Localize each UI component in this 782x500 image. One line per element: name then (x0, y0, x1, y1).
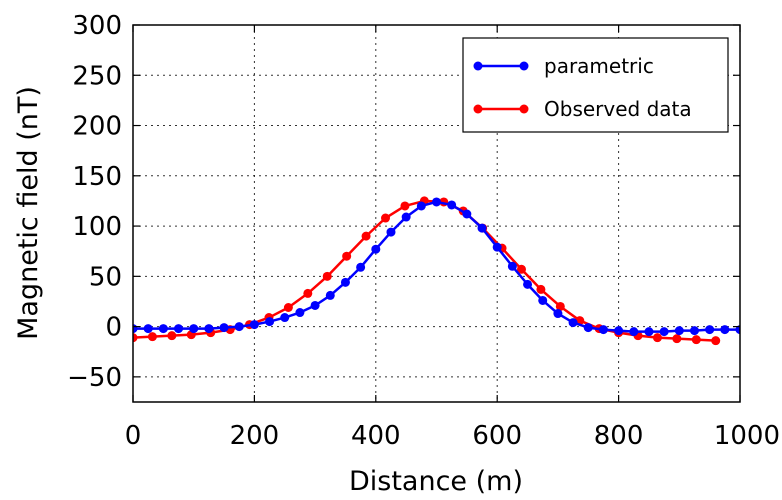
data-point-parametric (583, 323, 593, 333)
data-point-parametric (265, 317, 275, 327)
data-point-parametric (432, 197, 441, 207)
data-point-parametric (523, 279, 533, 289)
data-point-parametric (325, 290, 335, 300)
data-point-parametric (280, 313, 290, 323)
legend-marker-parametric (519, 61, 529, 71)
data-point-parametric (644, 327, 654, 337)
data-point-parametric (386, 227, 396, 237)
data-point-observed-data (711, 336, 721, 346)
data-point-parametric (462, 209, 472, 219)
data-point-parametric (674, 326, 684, 336)
data-point-parametric (143, 324, 153, 334)
data-point-observed-data (322, 271, 332, 281)
data-point-parametric (492, 242, 502, 252)
series-parametric (133, 197, 740, 337)
y-tick-label: −50 (67, 363, 122, 393)
y-axis-ticks: −50 0 50 100 150 200 250 300 (67, 11, 740, 393)
data-point-parametric (295, 308, 305, 318)
data-point-parametric (689, 326, 699, 336)
data-point-parametric (447, 200, 457, 210)
x-axis-label: Distance (m) (349, 466, 523, 497)
data-point-parametric (735, 325, 740, 335)
y-tick-label: 300 (72, 11, 122, 41)
x-tick-label: 0 (125, 421, 142, 451)
data-point-observed-data (342, 251, 352, 261)
plot-area-frame (132, 24, 741, 403)
data-point-parametric (507, 261, 517, 271)
data-point-parametric (629, 327, 639, 337)
x-tick-label: 600 (472, 421, 522, 451)
data-point-parametric (189, 324, 199, 334)
legend-entry-parametric: parametric (473, 54, 654, 78)
data-point-observed-data (555, 301, 565, 311)
data-point-parametric (158, 324, 168, 334)
legend-marker-observed-data (519, 104, 529, 114)
data-point-parametric (553, 309, 563, 319)
legend: parametric Observed data (462, 37, 729, 133)
data-point-parametric (174, 324, 184, 334)
legend-marker-parametric (473, 61, 483, 71)
y-tick-label: 200 (72, 112, 122, 142)
data-point-parametric (538, 295, 548, 305)
data-point-parametric (310, 300, 320, 310)
data-point-parametric (219, 323, 229, 333)
y-tick-label: 50 (89, 262, 122, 292)
legend-box (462, 37, 729, 133)
data-point-parametric (249, 320, 259, 330)
data-point-parametric (598, 325, 608, 335)
data-point-observed-data (147, 332, 157, 342)
x-tick-label: 800 (594, 421, 644, 451)
data-point-parametric (477, 223, 487, 233)
data-point-parametric (568, 318, 578, 328)
data-point-observed-data (381, 213, 391, 223)
data-point-parametric (720, 325, 730, 335)
data-point-parametric (340, 277, 350, 287)
y-tick-label: 100 (72, 212, 122, 242)
data-point-parametric (416, 201, 426, 211)
data-point-observed-data (303, 288, 313, 298)
data-point-parametric (356, 262, 366, 272)
data-point-parametric (614, 326, 624, 336)
data-point-observed-data (516, 264, 526, 274)
data-point-observed-data (361, 231, 371, 241)
data-point-observed-data (536, 284, 546, 294)
data-point-parametric (659, 327, 669, 337)
data-point-observed-data (133, 333, 138, 343)
data-point-parametric (705, 325, 715, 335)
y-tick-label: 150 (72, 162, 122, 192)
legend-label-parametric: parametric (544, 54, 654, 78)
x-tick-label: 1000 (714, 421, 780, 451)
data-point-observed-data (283, 302, 293, 312)
data-point-parametric (204, 324, 214, 334)
data-point-observed-data (691, 335, 701, 345)
y-axis-label: Magnetic field (nT) (13, 86, 44, 340)
data-point-observed-data (400, 201, 410, 211)
data-point-parametric (234, 322, 244, 332)
x-tick-label: 400 (351, 421, 401, 451)
data-point-observed-data (652, 333, 662, 343)
y-tick-label: 0 (105, 313, 122, 343)
data-point-parametric (371, 244, 381, 254)
legend-entry-observed-data: Observed data (473, 97, 692, 121)
data-point-parametric (401, 212, 411, 222)
x-axis-ticks: 0 200 400 600 800 1000 (125, 25, 780, 451)
x-tick-label: 200 (230, 421, 280, 451)
y-tick-label: 250 (72, 61, 122, 91)
legend-label-observed-data: Observed data (544, 97, 692, 121)
data-point-observed-data (167, 331, 177, 341)
data-point-observed-data (672, 334, 682, 344)
legend-marker-observed-data (473, 104, 483, 114)
series-layer (133, 196, 740, 346)
